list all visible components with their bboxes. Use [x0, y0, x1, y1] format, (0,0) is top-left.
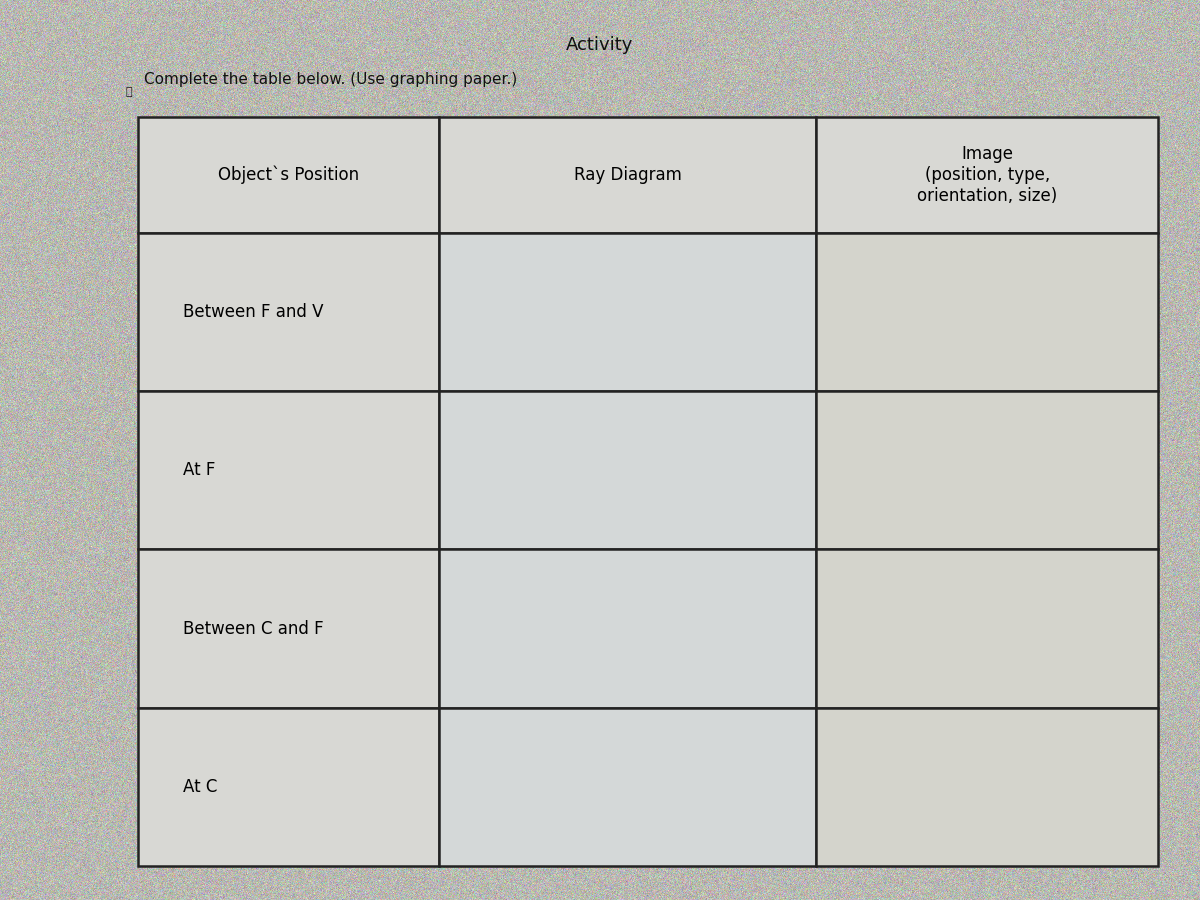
Text: Activity: Activity: [566, 36, 634, 54]
Text: Ray Diagram: Ray Diagram: [574, 166, 682, 184]
Text: At F: At F: [184, 462, 216, 480]
Text: Between C and F: Between C and F: [184, 619, 324, 637]
Text: ⬞: ⬞: [125, 86, 132, 97]
Text: Complete the table below. (Use graphing paper.): Complete the table below. (Use graphing …: [144, 72, 517, 87]
Text: Image
(position, type,
orientation, size): Image (position, type, orientation, size…: [917, 145, 1057, 205]
Text: Object`s Position: Object`s Position: [218, 166, 359, 184]
Text: At C: At C: [184, 778, 217, 796]
Text: Between F and V: Between F and V: [184, 303, 324, 321]
